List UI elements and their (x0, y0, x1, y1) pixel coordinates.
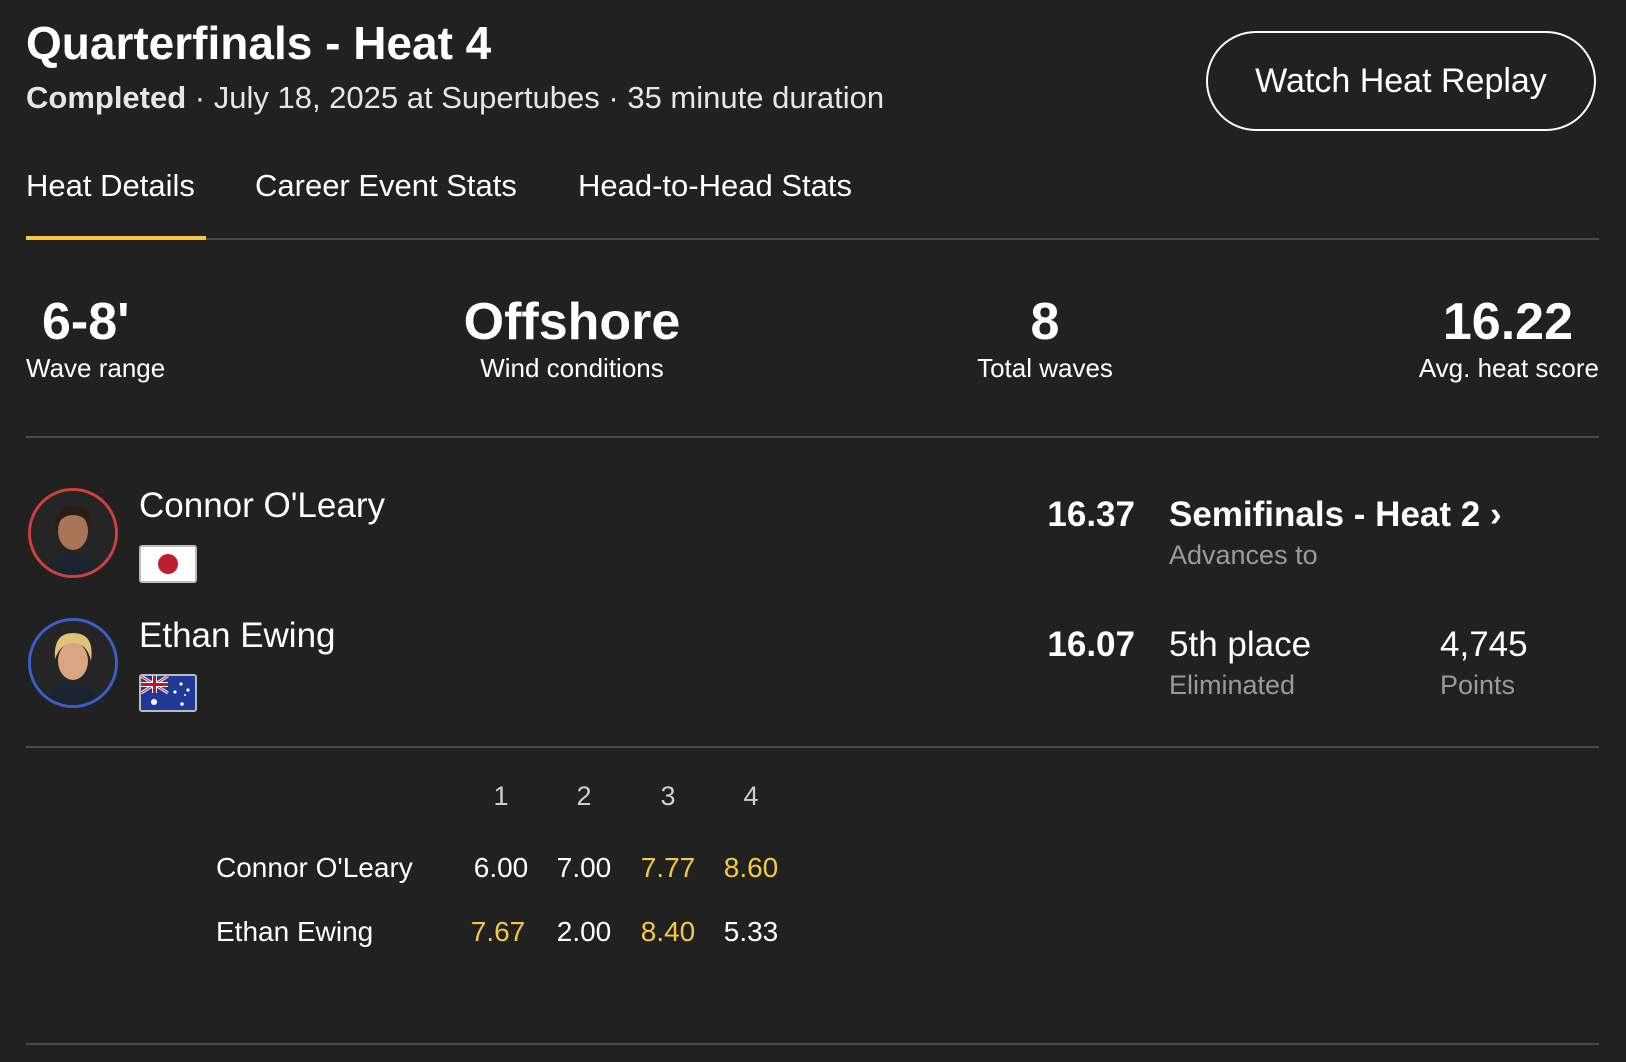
heat-details-text: · July 18, 2025 at Supertubes · 35 minut… (186, 80, 885, 115)
wave-score: 6.00 (473, 852, 529, 883)
stat-value: 6-8' (42, 293, 130, 351)
page-title: Quarterfinals - Heat 4 (26, 17, 492, 69)
wave-score: 2.00 (556, 916, 612, 947)
column-header: 4 (743, 781, 759, 811)
status-text: Completed (26, 80, 187, 115)
wave-score-counting: 7.67 (470, 916, 526, 947)
tab-head-to-head-stats[interactable]: Head-to-Head Stats (578, 168, 852, 203)
athlete-name[interactable]: Connor O'Leary (139, 486, 385, 525)
result-sub-label: Eliminated (1169, 670, 1296, 700)
stat-value: Offshore (463, 293, 681, 351)
stat-wind-conditions: Offshore Wind conditions (422, 292, 722, 384)
tab-career-event-stats[interactable]: Career Event Stats (255, 168, 517, 203)
points-label: Points (1440, 670, 1516, 700)
row-athlete-name: Connor O'Leary (216, 852, 413, 883)
column-header: 2 (576, 781, 592, 811)
wave-score-counting: 8.40 (640, 916, 696, 947)
tab-heat-details[interactable]: Heat Details (26, 168, 195, 203)
stat-value: 16.22 (1442, 293, 1573, 351)
advances-to-link[interactable]: Semifinals - Heat 2 › (1169, 495, 1502, 535)
stat-label: Wind conditions (480, 353, 664, 383)
chevron-right-icon: › (1489, 495, 1502, 534)
column-header: 3 (660, 781, 676, 811)
athlete-photo-icon (31, 491, 115, 575)
heat-score: 16.37 (1047, 495, 1135, 534)
australia-flag-icon (139, 674, 197, 712)
wave-score: 7.00 (556, 852, 612, 883)
heat-subtitle: Completed · July 18, 2025 at Supertubes … (26, 80, 884, 116)
stat-avg-heat-score: 16.22 Avg. heat score (1299, 292, 1599, 384)
wave-score-counting: 8.60 (723, 852, 779, 883)
wave-score-counting: 7.77 (640, 852, 696, 883)
next-heat-label: Semifinals - Heat 2 (1169, 495, 1481, 534)
avatar[interactable] (28, 488, 118, 578)
stat-label: Total waves (977, 353, 1113, 383)
stat-label: Avg. heat score (1418, 353, 1599, 383)
divider (26, 746, 1599, 748)
divider (26, 436, 1599, 438)
divider (26, 1043, 1599, 1045)
athlete-name[interactable]: Ethan Ewing (139, 616, 336, 655)
wave-score: 5.33 (723, 916, 779, 947)
result-sub-label: Advances to (1169, 540, 1318, 570)
column-header: 1 (493, 781, 509, 811)
stat-total-waves: 8 Total waves (895, 292, 1195, 384)
athlete-photo-icon (31, 621, 115, 705)
japan-flag-icon (139, 545, 197, 583)
final-placing: 5th place (1169, 625, 1312, 664)
stat-wave-range: 6-8' Wave range (26, 292, 165, 384)
row-athlete-name: Ethan Ewing (216, 916, 374, 947)
heat-score: 16.07 (1047, 625, 1135, 664)
tab-divider (26, 238, 1599, 240)
watch-heat-replay-button[interactable]: Watch Heat Replay (1206, 31, 1596, 131)
stat-label: Wave range (26, 353, 166, 383)
points-value: 4,745 (1440, 625, 1528, 664)
stat-value: 8 (1030, 293, 1060, 351)
avatar[interactable] (28, 618, 118, 708)
active-tab-indicator (26, 236, 206, 240)
